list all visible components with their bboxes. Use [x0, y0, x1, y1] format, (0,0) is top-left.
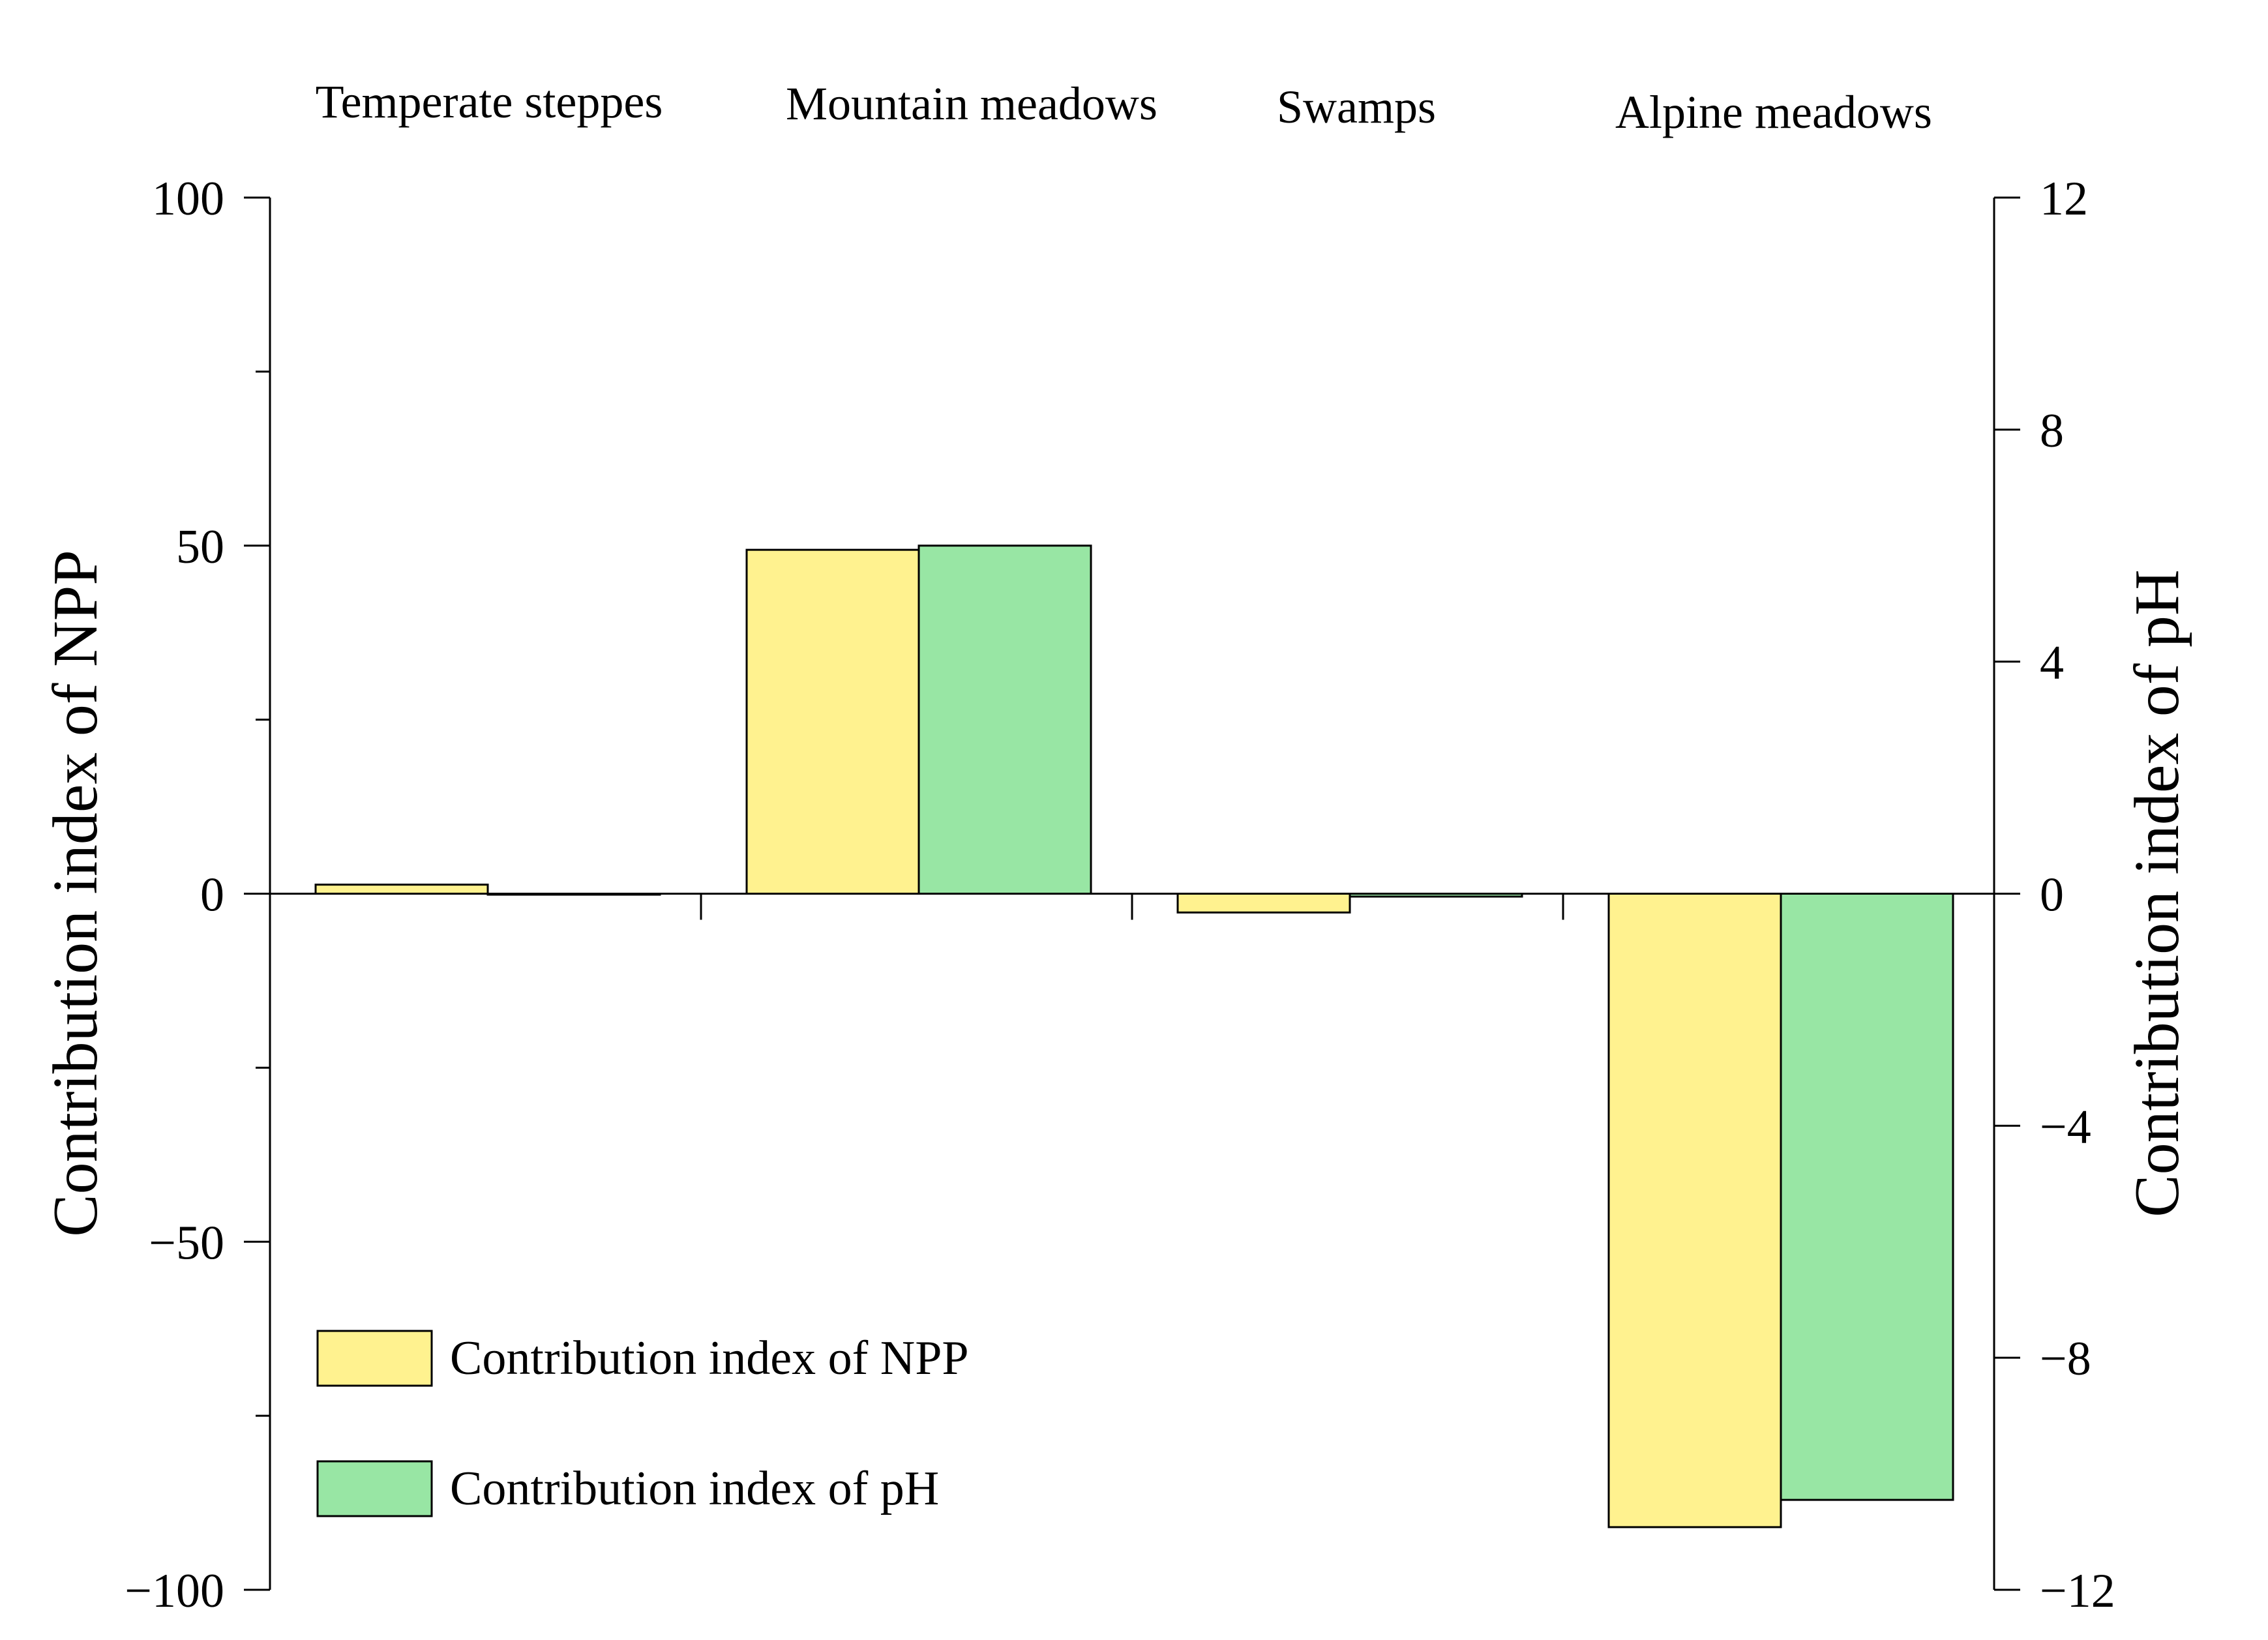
category-label: Mountain meadows	[786, 78, 1157, 130]
bars-layer	[314, 544, 1954, 1528]
legend: Contribution index of NPP Contribution in…	[316, 1330, 969, 1517]
bar-npp-0	[314, 884, 489, 895]
left-tick-label: −50	[149, 1216, 224, 1270]
right-tick-label: −4	[2040, 1100, 2091, 1154]
bar-npp-1	[745, 548, 920, 895]
right-tick-label: 12	[2040, 172, 2088, 226]
left-tick-label: −100	[125, 1564, 224, 1618]
category-label: Swamps	[1277, 81, 1436, 133]
right-tick-label: 0	[2040, 869, 2064, 922]
labels-layer: −100 −50 0 50 100 −12 −8 −4 0 4 8 12 Contribution in…	[40, 76, 2192, 1618]
category-label: Temperate steppes	[316, 76, 663, 128]
left-tick-label: 50	[176, 520, 224, 574]
left-tick-label: 0	[200, 869, 224, 922]
legend-label-ph: Contribution index of pH	[450, 1462, 939, 1515]
left-axis-title: Contribution index of NPP	[40, 550, 111, 1237]
bar-ph-3	[1780, 893, 1954, 1501]
right-axis-title: Contribution index of pH	[2122, 569, 2192, 1217]
legend-swatch-npp	[316, 1330, 433, 1387]
right-tick-label: −12	[2040, 1564, 2115, 1618]
legend-swatch-ph	[316, 1460, 433, 1517]
right-tick-label: 8	[2040, 404, 2064, 458]
left-tick-label: 100	[152, 172, 224, 226]
bar-npp-3	[1607, 893, 1782, 1528]
right-tick-label: −8	[2040, 1332, 2091, 1386]
bar-npp-2	[1176, 893, 1351, 914]
bar-ph-1	[918, 544, 1092, 895]
legend-label-npp: Contribution index of NPP	[450, 1332, 969, 1385]
axes-layer	[244, 196, 2020, 1591]
category-label: Alpine meadows	[1615, 86, 1932, 138]
right-tick-label: 4	[2040, 636, 2064, 690]
